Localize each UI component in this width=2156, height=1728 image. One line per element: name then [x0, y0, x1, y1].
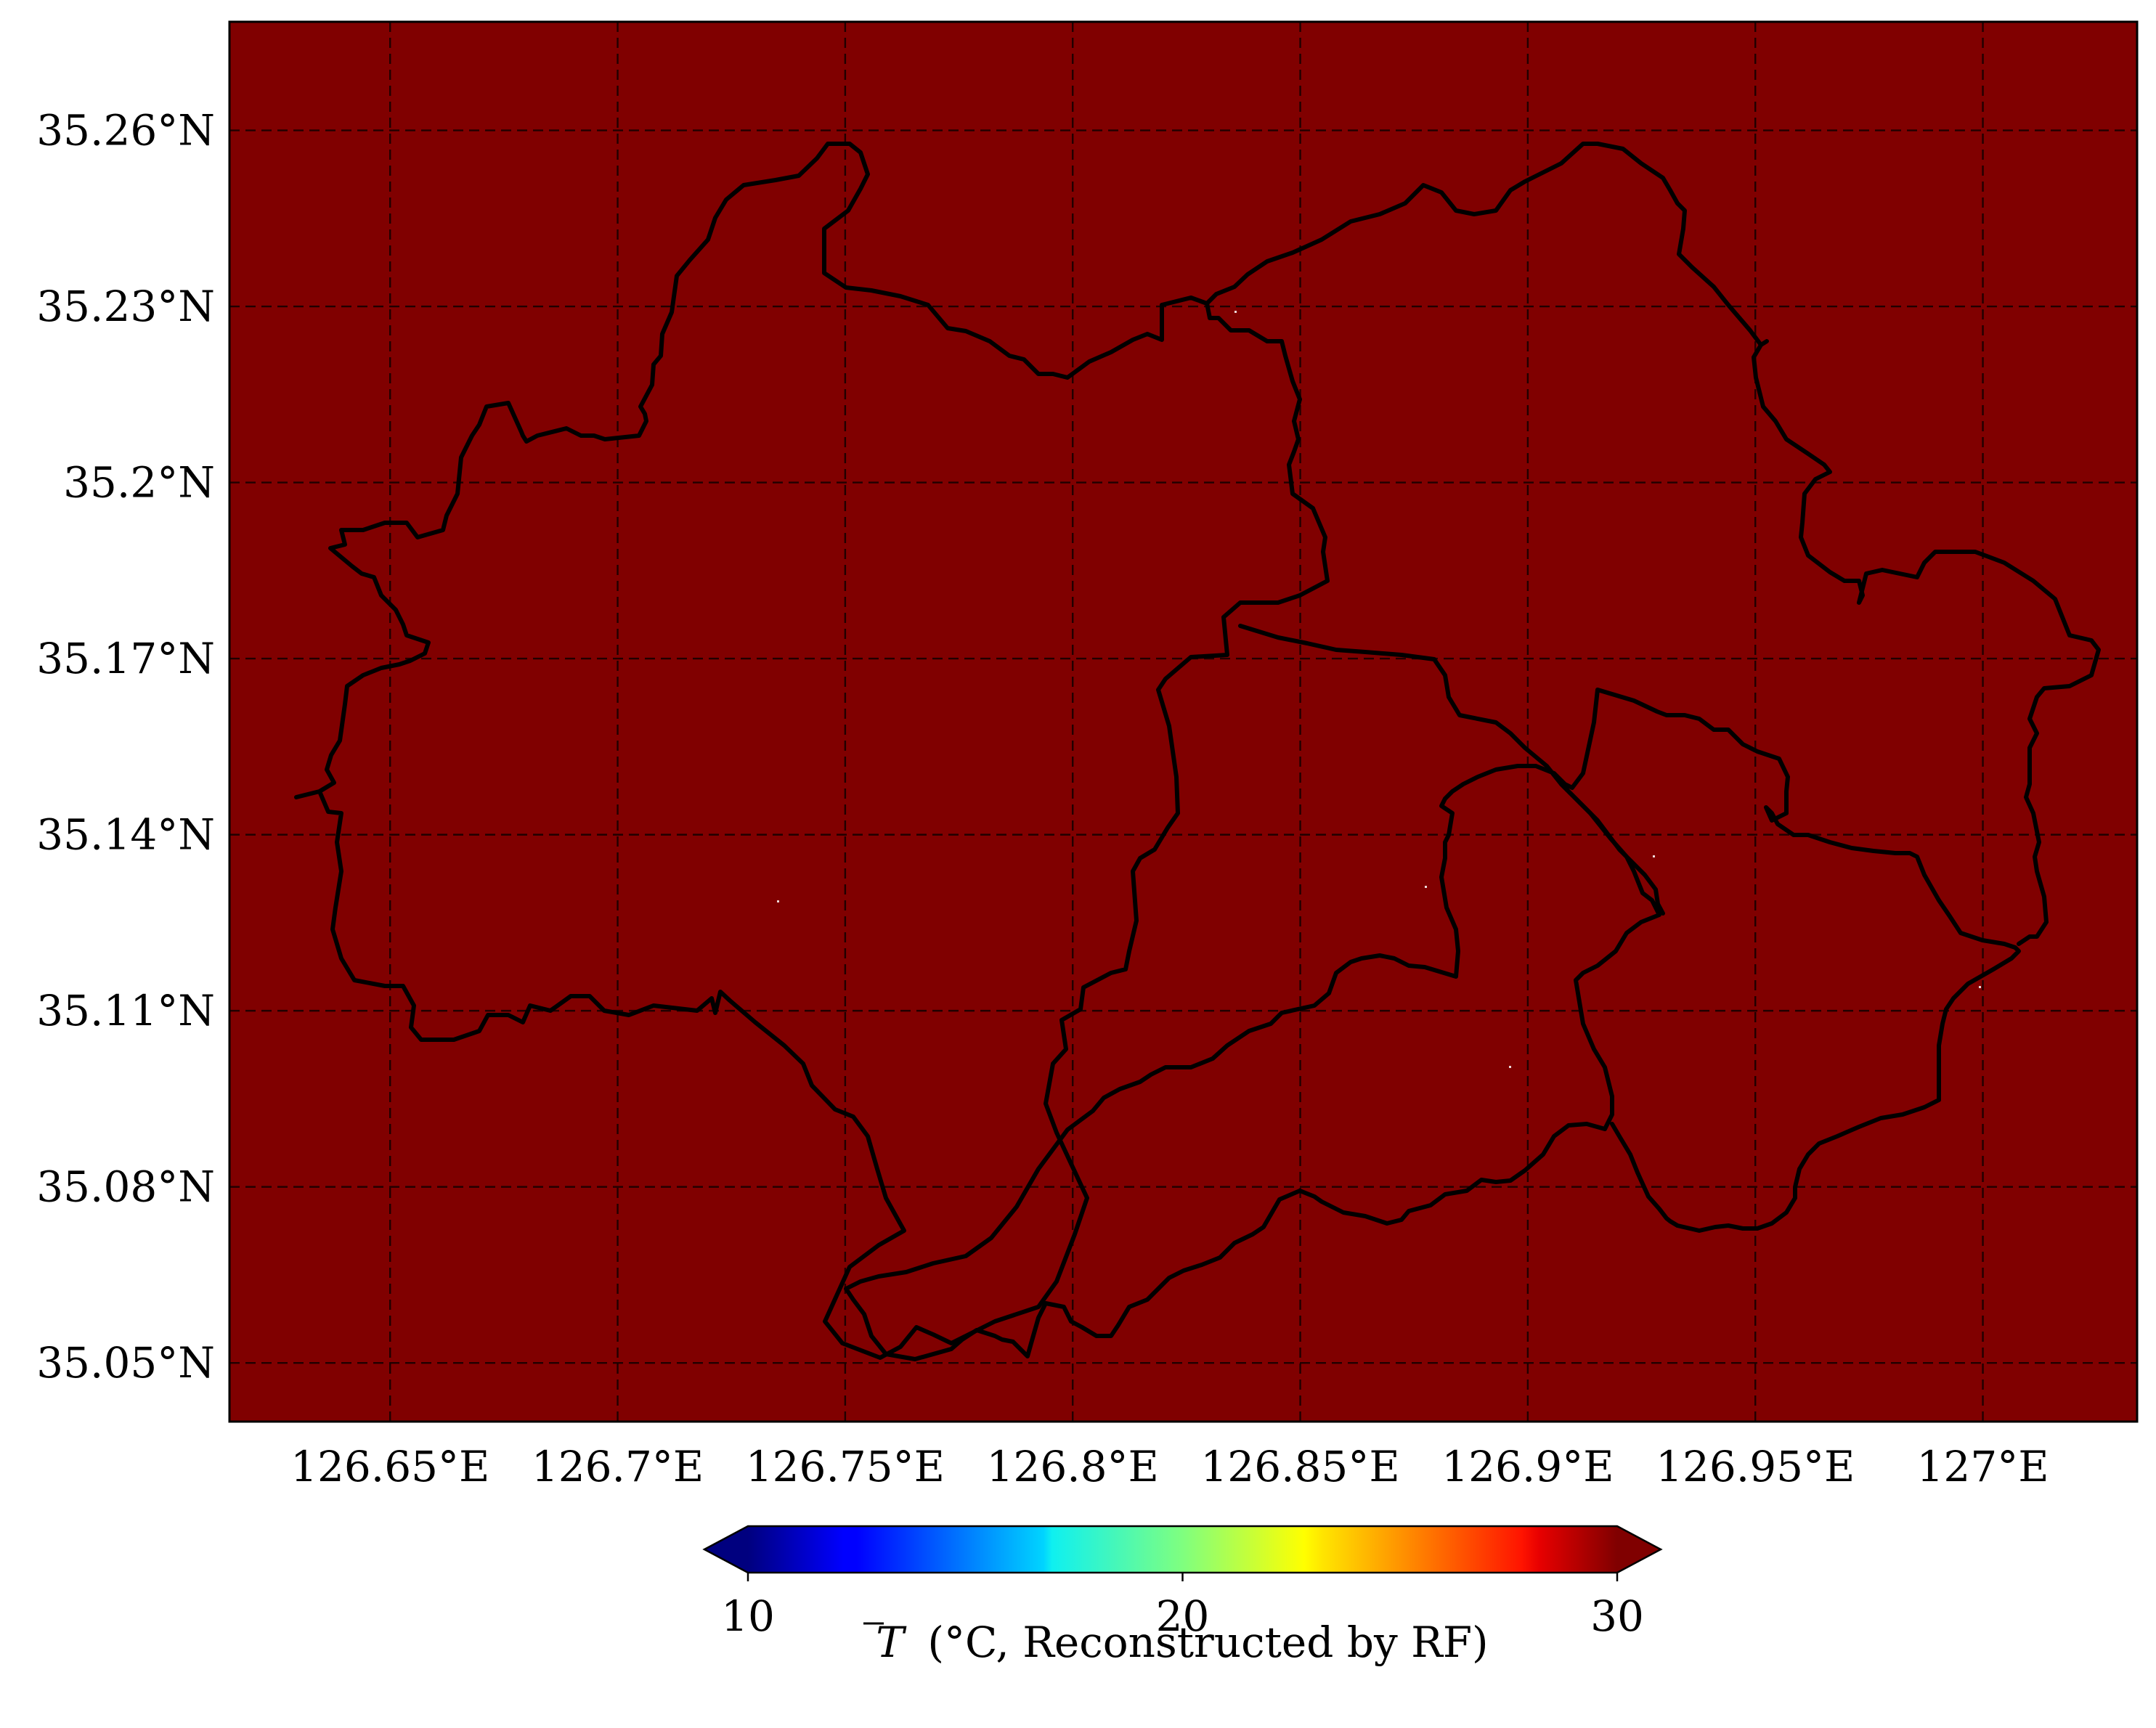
x-tick-label: 126.8°E — [987, 1442, 1159, 1491]
colorbar-label-symbol: T — [876, 1618, 907, 1667]
map-panel — [228, 20, 2139, 1423]
y-tick-label: 35.23°N — [36, 282, 215, 331]
colorbar-label-text: (°C, Reconstructed by RF) — [927, 1618, 1488, 1667]
x-tick-label: 126.95°E — [1656, 1442, 1855, 1491]
y-tick-label: 35.17°N — [36, 634, 215, 683]
boundary-river-line — [1559, 782, 1665, 916]
district-boundaries — [294, 142, 2101, 1361]
colorbar-extend-max — [1617, 1526, 1661, 1573]
gridlines — [229, 22, 2137, 1422]
boundary-west-district — [294, 142, 1330, 1360]
temperature-field — [229, 22, 2137, 1422]
colorbar-ticks: 10 20 30 — [721, 1573, 1644, 1641]
colorbar-extend-min — [704, 1526, 748, 1573]
x-tick-label: 126.75°E — [746, 1442, 945, 1491]
x-tick-label: 126.65°E — [290, 1442, 489, 1491]
colorbar-tick-label: 10 — [721, 1592, 775, 1641]
y-tick-label: 35.05°N — [36, 1338, 215, 1387]
x-tick-label: 126.9°E — [1441, 1442, 1614, 1491]
y-tick-label: 35.2°N — [63, 458, 215, 508]
y-tick-label: 35.14°N — [36, 810, 215, 860]
y-tick-label: 35.26°N — [36, 106, 215, 155]
boundary-central-district — [844, 624, 2021, 1361]
colorbar-tick-label: 20 — [1156, 1592, 1210, 1641]
map-frame — [228, 20, 2139, 1423]
y-tick-label: 35.08°N — [36, 1162, 215, 1212]
y-axis-ticks: 35.05°N 35.08°N 35.11°N 35.14°N 35.17°N 35.2°… — [36, 106, 215, 1388]
boundary-north-district — [1205, 142, 2101, 946]
colorbar: 10 20 30 T (°C, Reconstructed by RF) — [702, 1525, 1663, 1667]
colorbar-gradient — [748, 1526, 1617, 1573]
x-axis-ticks: 126.65°E 126.7°E 126.75°E 126.8°E 126.85°E 12… — [290, 1442, 2049, 1491]
colorbar-label: T (°C, Reconstructed by RF) — [876, 1618, 1488, 1667]
colorbar-tick-label: 30 — [1590, 1592, 1644, 1641]
y-tick-label: 35.11°N — [36, 986, 215, 1035]
x-tick-label: 126.7°E — [532, 1442, 704, 1491]
x-tick-label: 127°E — [1917, 1442, 2049, 1491]
field-specks — [777, 311, 1981, 1068]
x-tick-label: 126.85°E — [1200, 1442, 1399, 1491]
